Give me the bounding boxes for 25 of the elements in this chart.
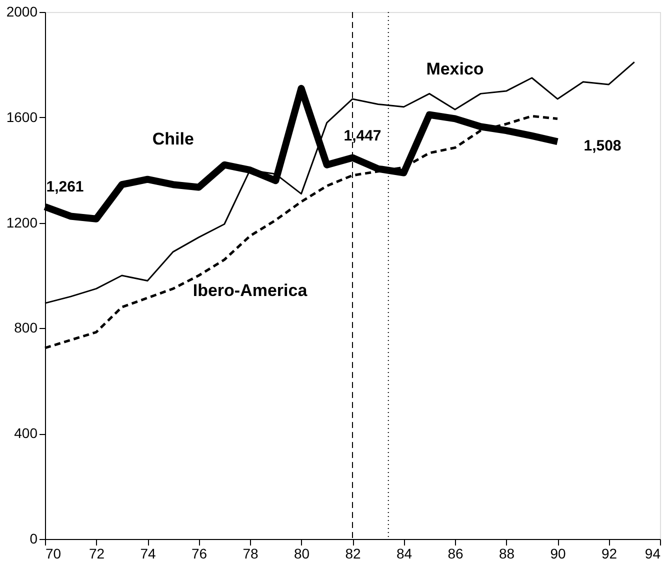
- x-tick-label: 76: [191, 546, 208, 562]
- x-tick-label: 82: [345, 546, 361, 562]
- annotation: 1,261: [46, 178, 84, 196]
- y-tick-label: 800: [14, 320, 38, 336]
- y-tick-label: 400: [14, 425, 38, 442]
- x-tick-label: 92: [601, 546, 618, 562]
- x-tick-label: 90: [550, 546, 566, 562]
- y-tick-label: 2000: [6, 4, 38, 20]
- x-tick-label: 70: [46, 546, 62, 562]
- x-tick-label: 86: [448, 546, 464, 562]
- x-tick-label: 88: [498, 546, 515, 562]
- y-tick-label: 1200: [6, 214, 38, 230]
- x-tick-label: 84: [396, 546, 412, 562]
- x-tick-label: 74: [140, 546, 156, 562]
- series-label: Mexico: [426, 59, 484, 78]
- y-tick-label: 0: [30, 530, 38, 546]
- x-tick-label: 78: [242, 546, 258, 562]
- annotation: 1,508: [584, 138, 622, 155]
- x-tick-label: 80: [294, 546, 310, 562]
- x-tick-label: 72: [88, 546, 105, 562]
- x-tick-label: 94: [644, 546, 661, 562]
- annotation: 1,447: [344, 128, 382, 145]
- series-label: Ibero-America: [192, 280, 308, 300]
- series-label: Chile: [152, 130, 194, 149]
- y-tick-label: 1600: [6, 108, 38, 125]
